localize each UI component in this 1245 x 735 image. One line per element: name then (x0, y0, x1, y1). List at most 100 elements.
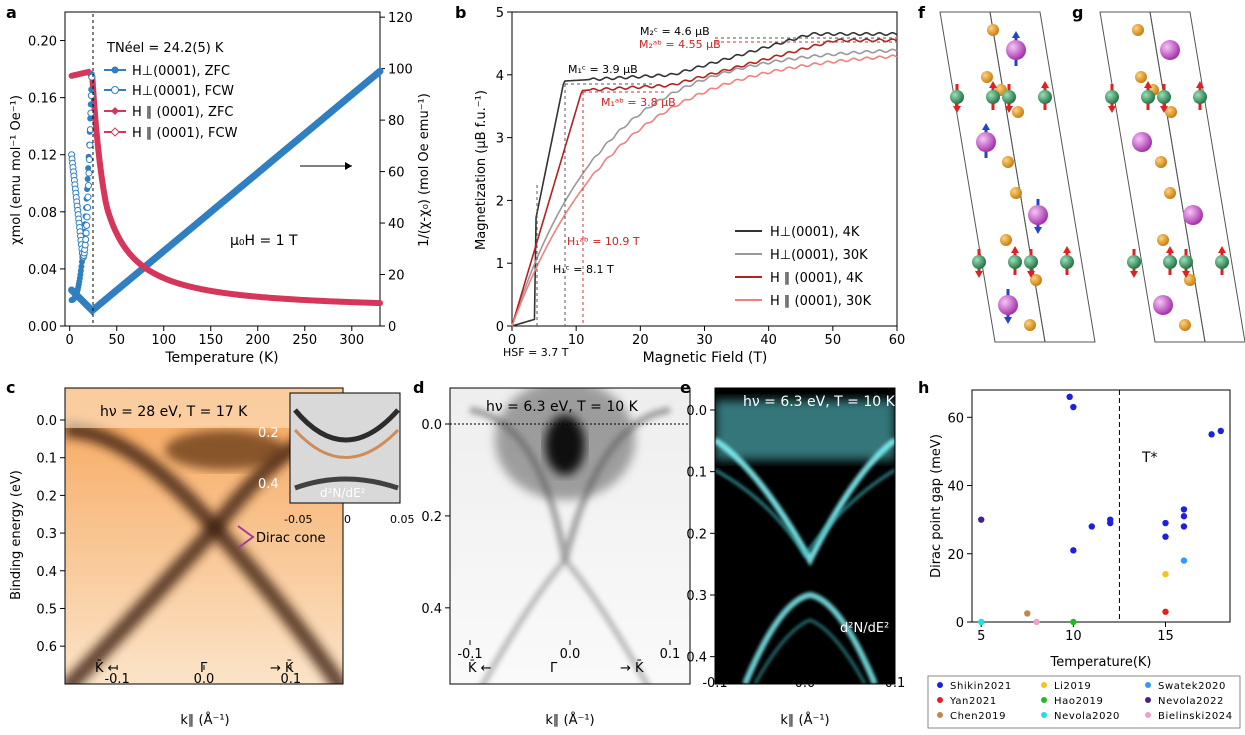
x-tick-label: 100 (151, 333, 176, 348)
legend-marker (1041, 682, 1047, 688)
legend-label: Bielinski2024 (1158, 711, 1233, 722)
spin-head-icon (1011, 246, 1019, 253)
x-tick-label: -0.1 (457, 647, 482, 662)
d-k-left: K̄ ← (468, 661, 492, 676)
atom (1002, 90, 1016, 104)
y-tick-label: 0.1 (686, 466, 707, 481)
spin-head-icon (1196, 81, 1204, 88)
legend-label: Swatek2020 (1158, 681, 1226, 692)
spin-head-icon (1108, 106, 1116, 113)
legend-b-3: H ∥ (0001), 4K (770, 271, 863, 286)
field-annotation: μ₀H = 1 T (230, 233, 298, 249)
panel-label-b: b (455, 3, 466, 22)
b-ann-hsf: HSF = 3.7 T (503, 346, 569, 359)
y-tick-label: 60 (947, 411, 964, 426)
legend-b-2: H⊥(0001), 30K (770, 248, 868, 263)
legend-marker (1041, 697, 1047, 703)
fcw-point (82, 229, 90, 237)
fcw-point (83, 213, 91, 221)
zfc-point (84, 175, 91, 182)
series-perp-4k (511, 31, 898, 327)
atom (1006, 40, 1026, 60)
atoms-g (1105, 24, 1229, 331)
y-tick-label: 0.4 (421, 602, 442, 617)
b-ann-h1c: H₁ᶜ = 8.1 T (553, 263, 614, 276)
x-tick-label: 0 (66, 333, 74, 348)
panel-label-d: d (413, 378, 424, 397)
plot-frame-a (64, 11, 381, 327)
x-tick-label: 0.1 (885, 676, 906, 691)
atom (972, 255, 986, 269)
atom (1135, 71, 1147, 83)
xlabel-h: Temperature(K) (1049, 655, 1151, 670)
fcw-point (88, 73, 96, 81)
c-inset-xtick-1: -0.05 (284, 513, 312, 526)
atom (1157, 90, 1171, 104)
atom (1127, 255, 1141, 269)
plot-frame-h (971, 389, 1231, 623)
y-tick-label: 1 (496, 257, 504, 272)
c-k-left: K̄ ← (95, 661, 119, 676)
xlabel-a: Temperature (K) (164, 350, 278, 366)
c-inset-ytick-2: 0.4 (258, 477, 279, 492)
y-tick-label: 40 (947, 480, 964, 495)
b-ann-m1c: M₁ᶜ = 3.9 μB (568, 63, 638, 76)
y-tick-label: 0.5 (36, 602, 57, 617)
h-point (1024, 610, 1031, 617)
y-tick-label: 0.12 (28, 149, 57, 164)
h-point (978, 516, 985, 523)
h-point (1180, 557, 1188, 564)
spin-head-icon (1218, 246, 1226, 253)
h-point (1070, 547, 1077, 554)
spin-head-icon (975, 271, 983, 278)
x-tick-label: 5 (977, 629, 985, 644)
y-tick-label: 0.4 (686, 651, 707, 666)
atom (1165, 106, 1177, 118)
y-tick-label: 0.6 (36, 640, 57, 655)
x-tick-label: 50 (825, 333, 842, 348)
legend-marker (1041, 712, 1047, 718)
spin-head-icon (1130, 271, 1138, 278)
spin-head-icon (1027, 271, 1035, 278)
atom (1155, 156, 1167, 168)
y-tick-label: 0.08 (28, 206, 57, 221)
ylabel-a: χmol (emu mol⁻¹ Oe⁻¹) (9, 95, 24, 245)
x-tick-label: 40 (760, 333, 777, 348)
zfc-point (78, 263, 85, 270)
atom (998, 295, 1018, 315)
d-k-right: → K̄ (620, 661, 644, 676)
y-tick-label: 5 (496, 6, 504, 21)
spin-head-icon (1160, 106, 1168, 113)
h-point (978, 618, 985, 626)
x-tick-label: 0.0 (795, 676, 816, 691)
c-inset-xtick-2: 0 (344, 513, 351, 526)
zfc-point (87, 115, 94, 122)
xlabel-c: k∥ (Å⁻¹) (180, 712, 229, 728)
atom (1153, 295, 1173, 315)
y-tick-label: 0.00 (28, 320, 57, 335)
fcw-point (85, 182, 93, 190)
c-inset-label: d²N/dE² (320, 486, 366, 500)
legend-b-1: H⊥(0001), 4K (770, 225, 860, 240)
x-tick-label: 200 (245, 333, 270, 348)
x-tick-label: 300 (339, 333, 364, 348)
atom (986, 90, 1000, 104)
unit-cell-f2 (989, 11, 1096, 343)
legend-marker (937, 697, 943, 703)
h-point (1162, 533, 1169, 540)
h-point (1180, 523, 1188, 530)
legend-marker (937, 712, 943, 718)
x-tick-label: -0.1 (702, 676, 727, 691)
spin-head-icon (1063, 246, 1071, 253)
c-inset-ytick-1: 0.2 (258, 426, 279, 441)
legend-label: Nevola2022 (1158, 696, 1224, 707)
series-par-4k (511, 38, 898, 327)
atom (1010, 187, 1022, 199)
spin-head-icon (982, 123, 990, 130)
panel-label-g: g (1072, 3, 1083, 22)
legend-label: Li2019 (1054, 681, 1091, 692)
legend-marker (1145, 697, 1151, 703)
x-tick-label: 0.0 (194, 672, 215, 687)
panel-a: a 0 50 100 150 200 250 3000.000.040.080.120.16… (6, 3, 432, 366)
